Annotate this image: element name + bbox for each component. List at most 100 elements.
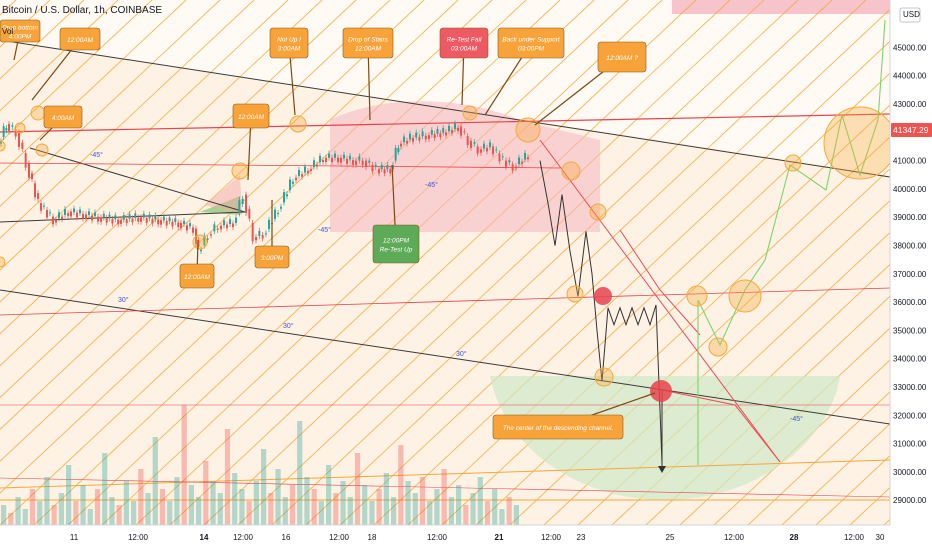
angle-label: 30° [456, 350, 467, 358]
candle-body [352, 160, 354, 165]
volume-bar [87, 509, 93, 525]
candle-body [454, 123, 456, 129]
volume-bar [102, 453, 108, 525]
candle-body [248, 208, 251, 219]
x-tick-label: 12:00 [329, 533, 350, 542]
diagonal-grid-line [0, 0, 527, 494]
candle-body [371, 164, 374, 172]
candle-body [192, 227, 194, 233]
candle-body [206, 238, 209, 240]
callout-box-not-up [269, 27, 309, 59]
volume-bar [340, 481, 346, 525]
candle-body [134, 213, 137, 219]
diagonal-grid-line [0, 0, 289, 271]
volume-bar [412, 493, 418, 525]
candle-body [307, 170, 309, 174]
callout-text-not-up: Not Up ! [277, 37, 301, 44]
candle-body [457, 127, 459, 131]
diagonal-grid-line [0, 0, 357, 335]
y-tick-label: 37000.00 [893, 270, 927, 279]
volume-bar [44, 477, 50, 525]
candle-body [55, 220, 57, 223]
x-tick-label: 12:00 [541, 533, 562, 542]
currency-label[interactable]: USD [903, 10, 920, 19]
diagonal-grid-line [0, 0, 391, 367]
y-tick-label: 40000.00 [893, 185, 927, 194]
marker-circle [35, 143, 49, 157]
callout-text-12am-a: 12:00AM [67, 37, 94, 44]
candle-body [238, 199, 241, 214]
candle-body [160, 220, 162, 225]
projection-red-line-3 [661, 389, 781, 463]
candle-body [365, 160, 367, 167]
callout-text-12am-q: 12:00AM ? [606, 55, 638, 62]
volume-bar [37, 501, 43, 525]
volume-bar [499, 509, 505, 525]
volume-bar [15, 497, 21, 525]
resistance-line [0, 113, 890, 133]
candle-body [232, 223, 234, 228]
candle-body [142, 213, 145, 218]
callout-box-12am-q [597, 41, 647, 73]
volume-bar [188, 485, 194, 525]
candle-body [186, 225, 188, 231]
callout-text-back-under-support: Back under Support [502, 37, 561, 44]
red-marker-circle [650, 380, 672, 402]
mid-red-line [0, 287, 890, 316]
candle-body [389, 169, 392, 174]
candle-body [165, 220, 168, 226]
projection-green-path [697, 19, 886, 465]
volume-bar [318, 501, 324, 525]
candle-body [122, 215, 125, 220]
candle-body [105, 218, 108, 223]
marker-circle [192, 234, 208, 250]
marker-circle [30, 105, 46, 121]
candle-body [52, 216, 54, 225]
marker-circle [784, 154, 802, 172]
marker-circle [594, 367, 614, 387]
y-tick-label: 30000.00 [893, 468, 927, 477]
volume-bar [1, 505, 7, 525]
diagonal-grid-line [781, 423, 890, 525]
candle-body [162, 216, 165, 221]
triangle-base-line [0, 211, 246, 223]
candle-body [189, 223, 191, 227]
candle-body [73, 208, 75, 213]
volume-bar [116, 505, 122, 525]
candle-body [415, 132, 418, 138]
callout-text-12pm-retest: 12:00PM [383, 238, 410, 245]
marker-circle [515, 117, 541, 143]
diagonal-grid-line [0, 0, 119, 112]
volume-bar [246, 501, 252, 525]
callout-box-center-channel [492, 414, 624, 440]
x-tick-label: 12:00 [844, 533, 865, 542]
marker-circle [462, 105, 478, 121]
candle-body [343, 154, 345, 159]
candle-body [460, 126, 462, 136]
candle-body [280, 206, 282, 209]
volume-bar [434, 489, 440, 525]
candle-body [203, 235, 206, 246]
candle-body [14, 129, 17, 137]
callout-box-3pm [254, 245, 290, 269]
candle-body [511, 164, 514, 171]
callout-text-12am-c: 12:00AM [184, 274, 211, 281]
callout-box-12am-a [59, 27, 101, 51]
candle-body [268, 219, 270, 230]
callout-text-drop-of-stairs: Drop of Stairs [348, 37, 388, 44]
volume-bar [513, 505, 519, 525]
volume-bar [73, 501, 79, 525]
support-line [0, 162, 561, 169]
candle-body [229, 219, 231, 225]
candle-body [466, 136, 469, 146]
candle-body [349, 155, 351, 160]
volume-layer [1, 405, 519, 525]
candle-body [400, 143, 402, 147]
candle-body [392, 164, 394, 170]
callout-box-back-under-support [497, 27, 565, 59]
y-tick-label: 43000.00 [893, 100, 927, 109]
candle-body [409, 133, 411, 140]
diagonal-grid-line [169, 0, 731, 525]
candle-body [226, 224, 228, 229]
marker-circle [0, 140, 6, 152]
